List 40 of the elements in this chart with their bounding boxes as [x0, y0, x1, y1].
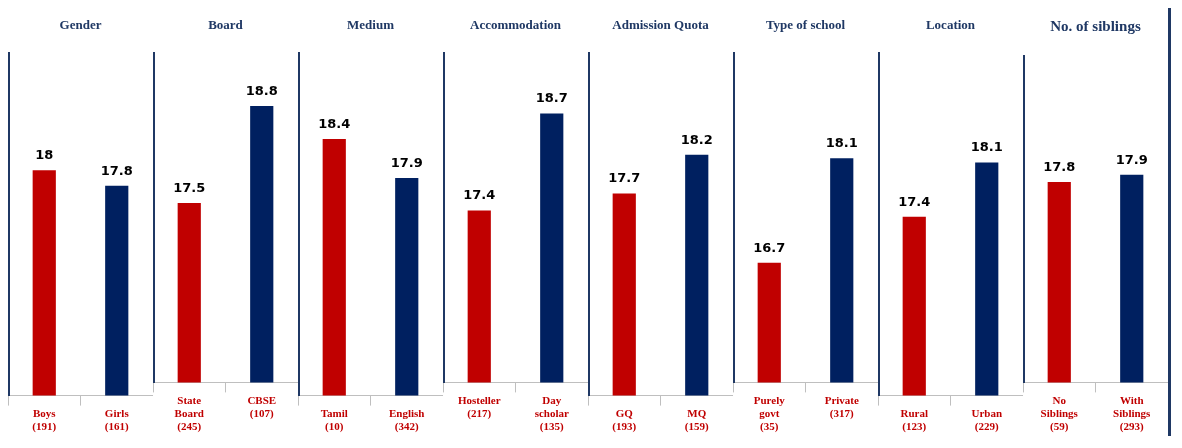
x-tick-label: Urban (229)	[971, 407, 1003, 434]
data-label: 18.1	[825, 135, 858, 151]
data-label: 17.4	[898, 193, 931, 209]
x-tick-label: No Siblings (59)	[1040, 393, 1079, 434]
chart-title: Accommodation	[470, 17, 562, 33]
x-tick-label: Boys (191)	[32, 407, 57, 434]
x-tick-label: Private (317)	[824, 393, 859, 421]
x-tick-label: CBSE (107)	[247, 393, 277, 421]
x-tick-label: Rural (123)	[900, 407, 928, 434]
data-label: 16.7	[753, 239, 786, 255]
x-tick-label: MQ (159)	[684, 407, 709, 434]
chart-title: Board	[208, 17, 244, 33]
x-tick-label: English (342)	[389, 407, 425, 434]
data-label: 17.5	[173, 179, 206, 195]
x-tick-label: Girls (161)	[104, 407, 130, 434]
data-label: 18.7	[535, 90, 568, 106]
data-label: 17.8	[100, 162, 133, 178]
chart-title: Location	[925, 17, 976, 33]
data-label: 18.4	[318, 115, 351, 131]
data-label: 18.8	[245, 82, 278, 98]
chart-title: Gender	[59, 17, 102, 33]
data-label: 18.2	[680, 131, 713, 147]
x-tick-label: Hosteller (217)	[457, 393, 501, 421]
data-label: 18.1	[970, 139, 1003, 155]
x-tick-label: Day scholar (135)	[534, 393, 569, 434]
chart-title: Type of school	[765, 17, 846, 33]
x-tick-label: With Siblings (293)	[1113, 393, 1152, 434]
x-tick-label: GQ (193)	[612, 407, 637, 434]
data-label: 17.9	[1115, 151, 1148, 167]
data-label: 17.8	[1043, 158, 1076, 174]
data-label: 18	[35, 147, 54, 163]
data-label: 17.4	[463, 187, 496, 203]
x-tick-label: Purely govt (35)	[753, 393, 786, 434]
data-label: 17.9	[390, 154, 423, 170]
x-tick-label: Tamil (10)	[320, 407, 348, 434]
chart-title: Medium	[347, 17, 395, 33]
x-tick-label: State Board (245)	[174, 393, 204, 434]
chart-title: No. of siblings	[1050, 17, 1141, 34]
data-label: 17.7	[608, 170, 641, 186]
chart-title: Admission Quota	[612, 17, 710, 33]
